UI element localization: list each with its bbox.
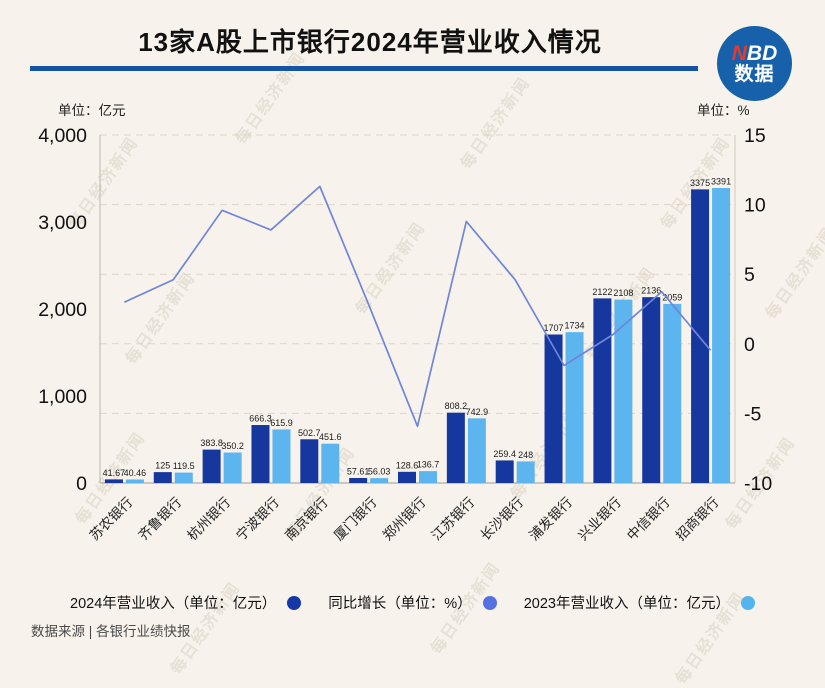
legend-label: 同比增长（单位：%） (328, 596, 472, 612)
bar-value-label-2023: 2059 (662, 292, 682, 302)
bar-2023-revenue (467, 418, 486, 483)
legend-item-revenue-2024: 2024年营业收入（单位：亿元） (70, 592, 302, 613)
bar-value-label-2023: 451.6 (319, 432, 342, 442)
right-axis-tick: 10 (744, 195, 766, 217)
bar-value-label-2024: 128.6 (396, 460, 419, 470)
nbd-logo: NBD 数据 (717, 26, 792, 101)
bar-2023-revenue (223, 452, 242, 483)
left-axis-tick: 4,000 (38, 125, 87, 147)
bar-value-label-2024: 41.67 (103, 468, 126, 478)
bar-value-label-2023: 350.2 (221, 441, 244, 451)
x-axis-category-label: 江苏银行 (429, 495, 478, 544)
data-source-text: 数据来源 | 各银行业绩快报 (31, 624, 191, 639)
legend-item-yoy-growth: 同比增长（单位：%） (328, 592, 497, 613)
bar-2024-revenue (642, 297, 661, 483)
bar-2024-revenue (691, 189, 710, 483)
bar-value-label-2024: 57.61 (347, 466, 370, 476)
left-axis-unit: 单位：亿元 (58, 103, 126, 118)
bar-2024-revenue (202, 449, 221, 483)
bar-2024-revenue (593, 298, 612, 483)
bar-value-label-2023: 2108 (613, 288, 633, 298)
x-axis-category-label: 杭州银行 (184, 495, 233, 544)
x-axis-category-label: 招商银行 (673, 495, 722, 544)
bar-value-label-2024: 808.2 (445, 401, 468, 411)
bar-2023-revenue (370, 478, 389, 483)
nbd-logo-subtext: 数据 (734, 63, 775, 85)
legend-label: 2024年营业收入（单位：亿元） (70, 596, 277, 612)
bar-2023-revenue (419, 471, 437, 483)
bar-value-label-2024: 666.3 (249, 414, 272, 424)
x-axis-category-label: 南京银行 (282, 495, 331, 544)
revenue-chart-canvas: 4,000 3,000 2,000 1,000 0 15 10 5 0 -5 -10 41.6740.… (38, 125, 772, 544)
bar-value-label-2023: 3391 (711, 176, 731, 186)
bar-value-label-2023: 40.46 (124, 468, 147, 478)
bar-2023-revenue (663, 303, 682, 483)
x-axis-category-label: 宁波银行 (233, 494, 282, 543)
legend: 2024年营业收入（单位：亿元） 同比增长（单位：%） 2023年营业收入（单位… (0, 592, 825, 613)
bar-2024-revenue (544, 334, 563, 483)
page: 每日经济新闻 每日经济新闻 每日经济新闻 每日经济新闻 每日经济新闻 每日经济新闻 每日经济… (0, 26, 825, 688)
bar-value-label-2024: 259.4 (493, 449, 516, 459)
bar-2023-revenue (321, 443, 340, 483)
bar-2024-revenue (349, 477, 368, 483)
bar-2023-revenue (272, 429, 291, 483)
bar-value-label-2024: 383.8 (200, 438, 223, 448)
bar-2024-revenue (495, 460, 514, 483)
left-axis-tick: 3,000 (38, 212, 87, 234)
bar-2023-revenue (565, 332, 584, 483)
bar-value-label-2024: 3375 (690, 178, 710, 188)
legend-color-dot (740, 595, 755, 610)
bar-2024-revenue (300, 439, 319, 483)
x-axis-category-label: 中信银行 (624, 495, 673, 544)
bar-value-label-2023: 1734 (565, 321, 585, 331)
x-axis-category-label: 兴业银行 (575, 495, 624, 544)
title-divider (30, 66, 698, 71)
nbd-logo-text: NBD (731, 41, 778, 65)
bar-2024-revenue (398, 471, 416, 483)
bar-2024-revenue (251, 425, 270, 483)
left-axis-tick: 1,000 (38, 386, 87, 408)
right-axis-tick: -5 (744, 403, 761, 425)
right-axis-tick: 15 (744, 125, 766, 147)
bar-value-label-2023: 742.9 (466, 407, 489, 417)
x-axis-category-label: 长沙银行 (478, 495, 527, 544)
left-axis-tick: 2,000 (38, 299, 87, 321)
x-axis-category-label: 齐鲁银行 (136, 495, 185, 544)
bar-value-label-2023: 248 (518, 450, 533, 460)
right-axis-tick: 5 (744, 264, 755, 286)
bar-2023-revenue (614, 299, 633, 483)
right-axis-unit: 单位：% (697, 103, 750, 118)
bar-value-label-2024: 2122 (592, 287, 612, 297)
bar-2023-revenue (712, 187, 731, 483)
x-axis-category-label: 浦发银行 (526, 495, 575, 544)
bar-value-label-2023: 136.7 (417, 460, 440, 470)
legend-item-revenue-2023: 2023年营业收入（单位：亿元） (524, 592, 755, 613)
left-axis-tick: 0 (76, 473, 87, 495)
bar-value-label-2024: 2136 (641, 286, 661, 296)
yoy-growth-line (124, 185, 712, 428)
right-axis-tick: 0 (744, 334, 755, 356)
bar-value-label-2024: 125 (155, 461, 170, 471)
legend-color-dot (482, 595, 497, 610)
legend-color-dot (287, 595, 302, 610)
bar-value-label-2023: 119.5 (173, 461, 195, 471)
bar-value-label-2024: 1707 (544, 323, 564, 333)
legend-label: 2023年营业收入（单位：亿元） (523, 596, 730, 612)
bar-2024-revenue (446, 412, 465, 483)
right-axis-tick: -10 (744, 473, 772, 495)
bar-value-label-2023: 56.03 (368, 467, 391, 477)
bar-value-label-2024: 502.7 (298, 428, 321, 438)
x-axis-category-label: 郑州银行 (380, 495, 429, 544)
x-axis-category-label: 苏农银行 (87, 495, 136, 544)
page-title: 13家A股上市银行2024年营业收入情况 (138, 27, 602, 57)
bar-2023-revenue (125, 479, 144, 483)
bar-2024-revenue (153, 472, 172, 483)
bar-2024-revenue (104, 479, 123, 483)
bar-2023-revenue (174, 472, 193, 483)
bar-2023-revenue (516, 461, 535, 483)
bar-value-label-2023: 615.9 (270, 418, 293, 428)
x-axis-category-label: 厦门银行 (331, 495, 380, 544)
